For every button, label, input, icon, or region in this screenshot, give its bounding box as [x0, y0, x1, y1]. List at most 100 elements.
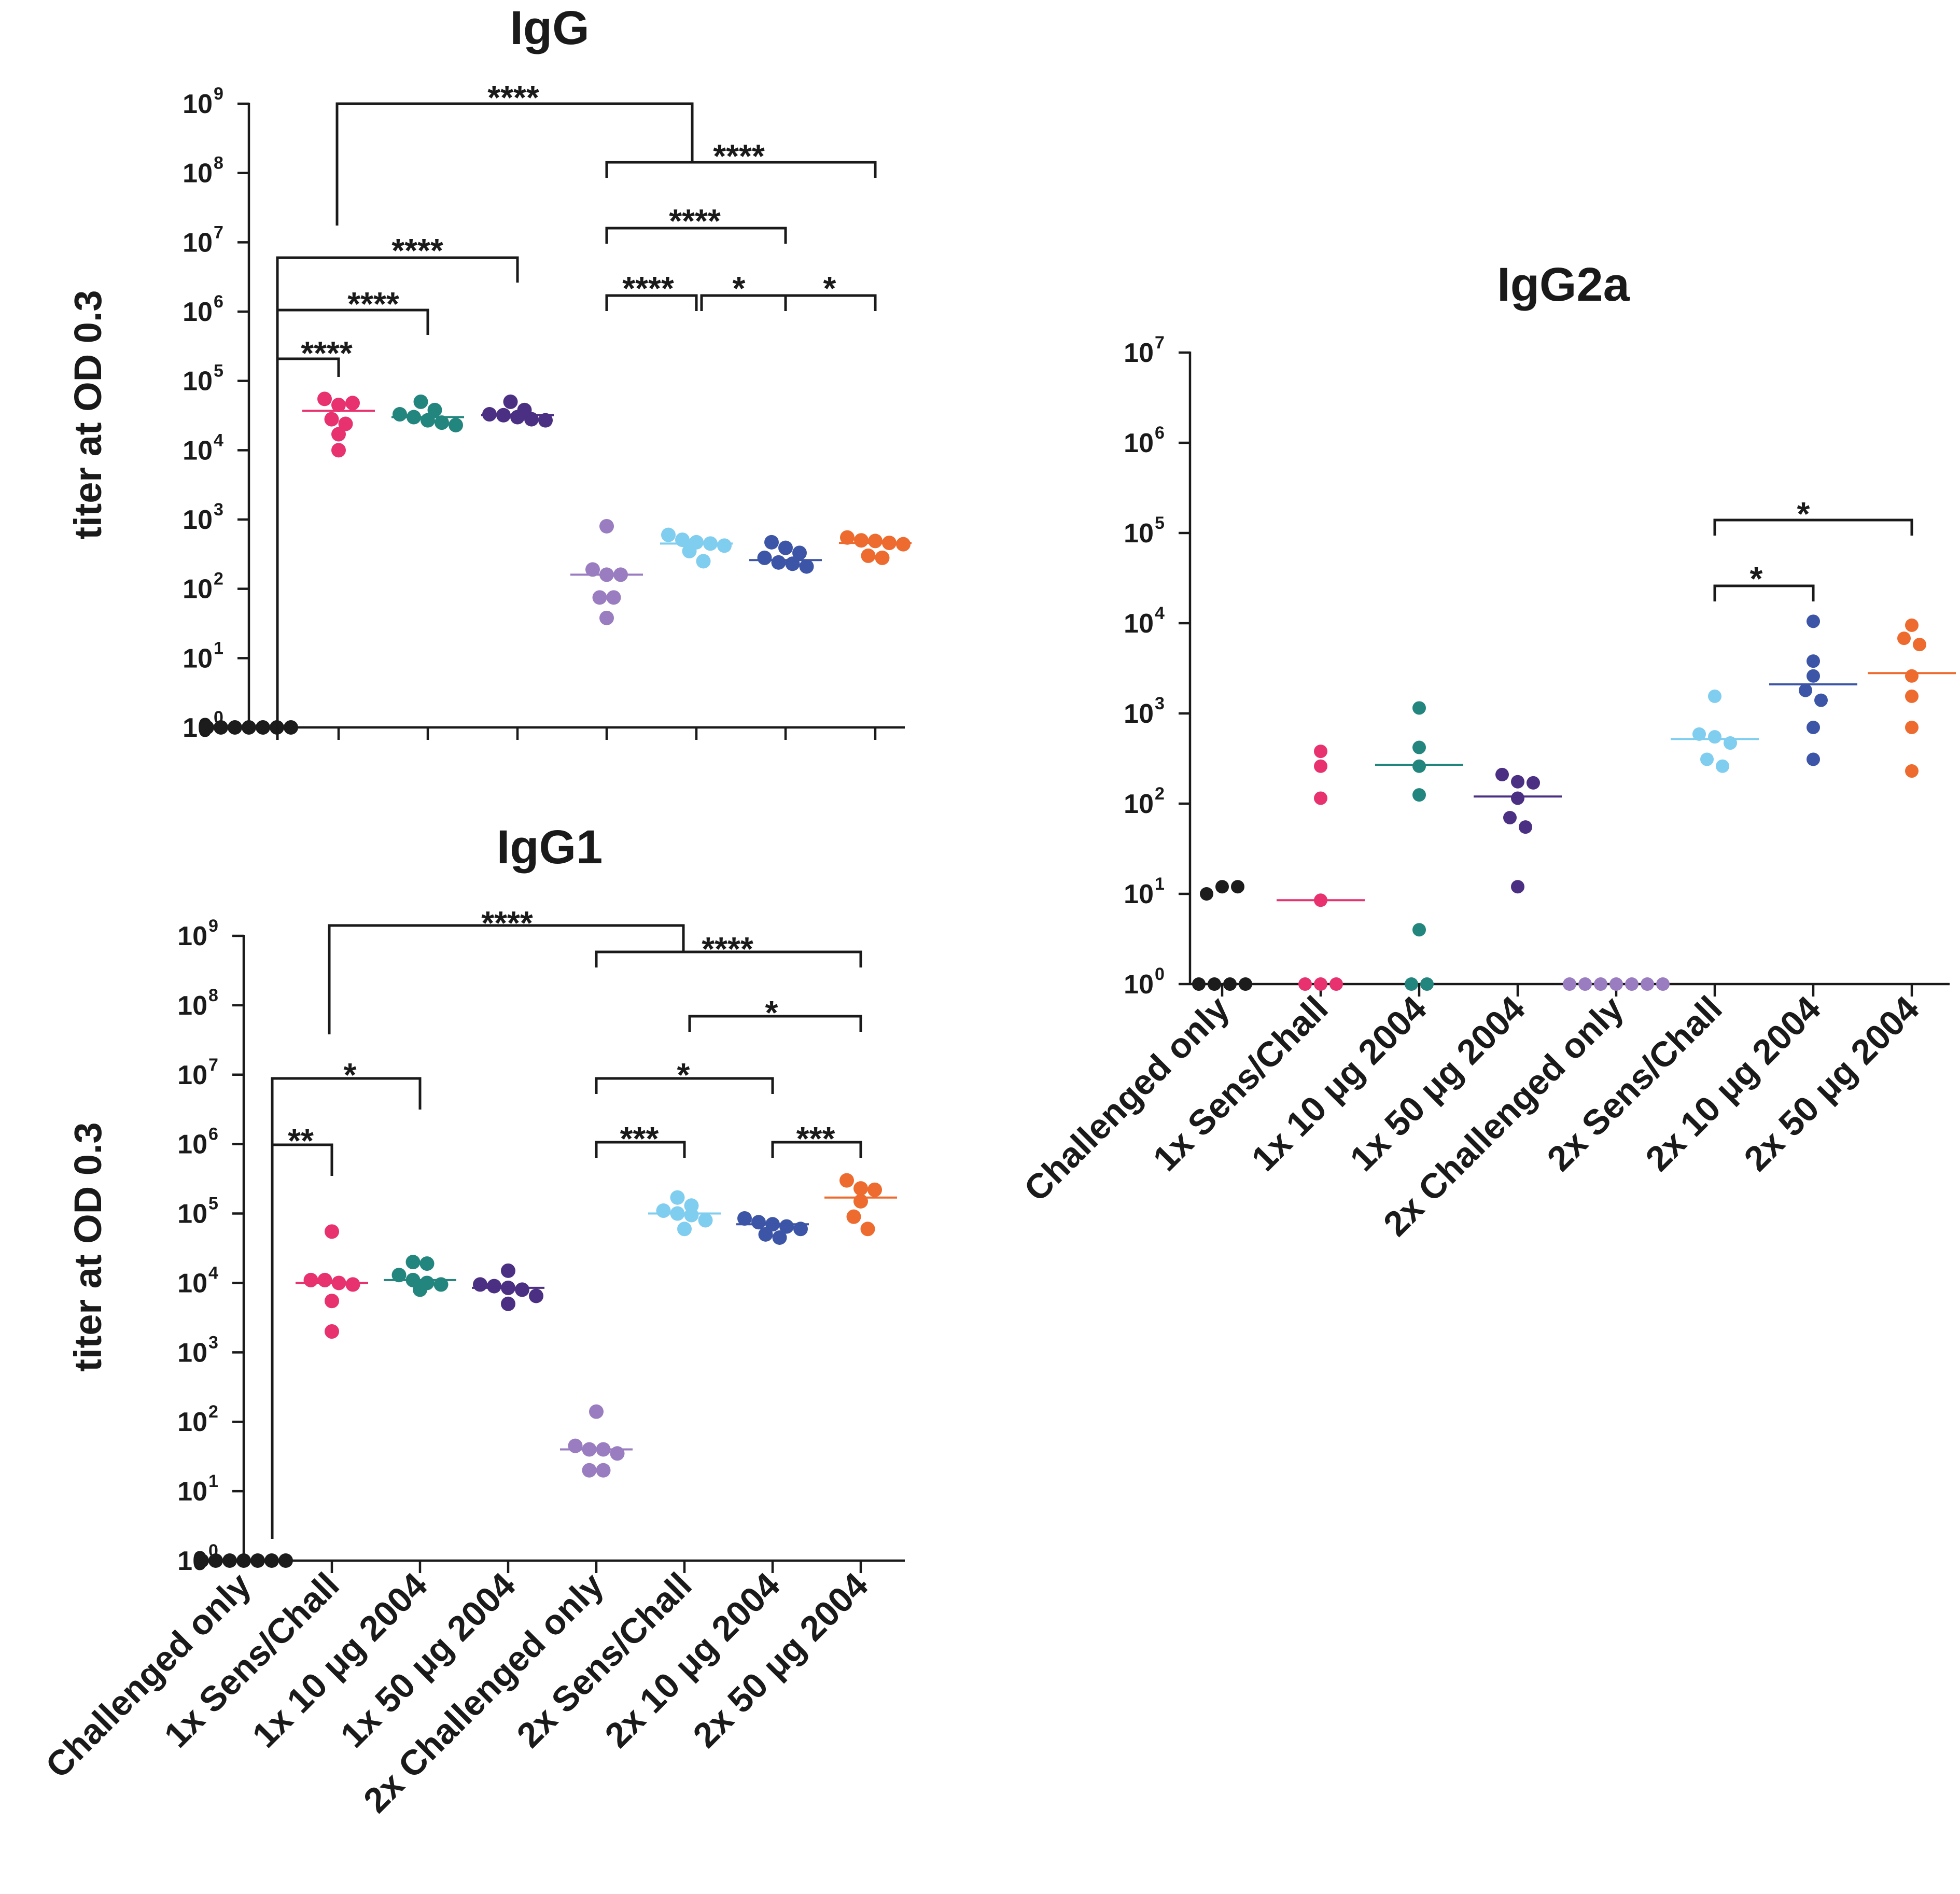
category-label: 1x 50 μg 2004 [1342, 989, 1533, 1179]
y-tick-label: 10 [183, 574, 213, 605]
data-point [772, 1230, 787, 1245]
significance-label: * [1750, 560, 1763, 597]
data-point [331, 398, 346, 413]
data-point [1192, 977, 1206, 991]
data-point [1897, 632, 1911, 646]
data-point [1511, 880, 1524, 894]
data-point [515, 1282, 529, 1297]
y-tick-label: 10 [1124, 338, 1154, 368]
y-tick-exponent: 1 [208, 1471, 218, 1491]
data-point [473, 1277, 487, 1292]
bracket-line [595, 1141, 686, 1158]
data-point [325, 1324, 339, 1339]
y-tick-exponent: 4 [208, 1263, 218, 1283]
data-point [1215, 880, 1229, 894]
y-tick-label: 10 [183, 89, 213, 119]
data-point [538, 413, 553, 428]
y-tick-exponent: 7 [1155, 333, 1165, 353]
data-point [846, 1209, 861, 1224]
significance-bracket: *** [771, 1120, 862, 1158]
y-tick-exponent: 5 [214, 361, 223, 381]
data-point [698, 1213, 713, 1228]
data-point [1913, 638, 1926, 652]
data-point [324, 412, 339, 427]
significance-label: **** [481, 904, 533, 942]
significance-bracket: * [784, 270, 877, 311]
y-tick-exponent: 4 [1155, 604, 1165, 623]
y-tick-exponent: 7 [214, 222, 223, 242]
y-tick-label: 10 [177, 1199, 207, 1229]
data-point [501, 1263, 515, 1278]
data-point [1412, 740, 1426, 754]
data-point [1503, 810, 1517, 824]
data-point [325, 1224, 339, 1239]
significance-bracket: **** [276, 334, 353, 740]
data-point [853, 1194, 868, 1209]
series-3 [481, 394, 554, 428]
data-point [757, 550, 772, 565]
bracket-line [688, 1015, 862, 1032]
data-point [421, 413, 435, 428]
significance-label: **** [669, 202, 721, 240]
data-point [1799, 683, 1812, 697]
data-point [1420, 977, 1434, 991]
series-4 [570, 518, 643, 625]
data-point [792, 545, 807, 560]
significance-bracket: * [271, 1056, 422, 1472]
data-point [1314, 759, 1327, 773]
y-tick-exponent: 4 [214, 430, 223, 450]
y-tick-label: 10 [177, 1338, 207, 1368]
y-tick-exponent: 6 [214, 292, 223, 312]
data-point [1807, 614, 1820, 628]
data-point [317, 1272, 332, 1287]
significance-bracket: **** [276, 232, 519, 646]
data-point [435, 415, 449, 430]
series-6 [749, 535, 822, 574]
bracket-line [605, 227, 787, 244]
significance-bracket: **** [605, 270, 698, 311]
data-point [1905, 764, 1919, 778]
bracket-line [276, 308, 429, 698]
data-point [1298, 977, 1312, 991]
data-point [568, 1438, 583, 1453]
y-tick-exponent: 6 [208, 1125, 218, 1144]
y-tick-label: 10 [1124, 428, 1154, 458]
data-point [1641, 977, 1654, 991]
y-tick-label: 10 [183, 436, 213, 466]
data-point [413, 394, 428, 409]
data-point [717, 538, 732, 553]
data-point [1708, 689, 1721, 703]
data-point [606, 590, 621, 605]
y-tick-exponent: 2 [1155, 784, 1165, 804]
category-label: 2x 50 μg 2004 [1737, 989, 1927, 1179]
data-point [1314, 977, 1327, 991]
series-6 [736, 1211, 809, 1245]
data-point [1412, 701, 1426, 715]
significance-bracket: **** [276, 285, 429, 698]
data-point [1807, 669, 1820, 683]
data-point [778, 540, 793, 555]
data-point [1527, 776, 1540, 790]
significance-bracket: **** [335, 79, 694, 226]
y-tick-exponent: 9 [214, 84, 223, 104]
data-point [610, 1446, 625, 1461]
data-point [1578, 977, 1592, 991]
significance-label: **** [347, 285, 399, 322]
y-tick-exponent: 8 [208, 986, 218, 1005]
data-point [331, 443, 346, 458]
significance-label: *** [620, 1120, 659, 1157]
y-tick-label: 10 [183, 228, 213, 258]
data-point [751, 1215, 766, 1230]
data-point [345, 1277, 360, 1292]
data-point [771, 555, 786, 570]
bracket-line [271, 1143, 333, 1539]
data-point [1405, 977, 1418, 991]
y-tick-exponent: 3 [208, 1332, 218, 1352]
data-point [1239, 977, 1252, 991]
y-tick-exponent: 3 [214, 500, 223, 520]
bracket-line [595, 1077, 774, 1094]
y-tick-label: 10 [177, 1268, 207, 1298]
data-point [896, 537, 911, 552]
data-point [284, 720, 298, 735]
